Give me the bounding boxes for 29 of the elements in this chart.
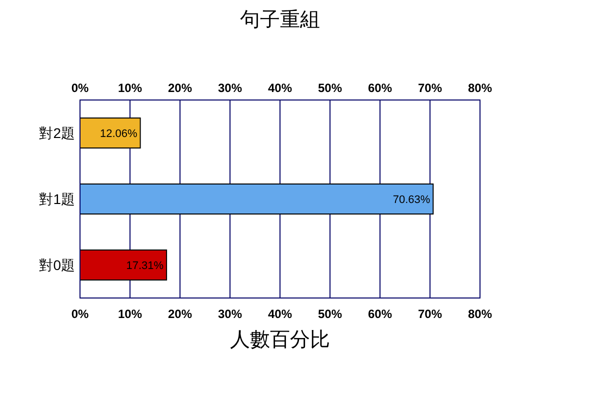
x2-tick-label: 70% xyxy=(418,307,442,321)
x-tick-label: 50% xyxy=(318,81,342,95)
x2-tick-label: 20% xyxy=(168,307,192,321)
x-tick-label: 0% xyxy=(71,81,89,95)
x2-tick-label: 60% xyxy=(368,307,392,321)
x2-tick-label: 80% xyxy=(468,307,492,321)
x-tick-label: 10% xyxy=(118,81,142,95)
y-tick-label: 對0題 xyxy=(39,257,75,273)
x2-tick-label: 40% xyxy=(268,307,292,321)
data-label: 12.06% xyxy=(100,128,138,140)
y-tick-label: 對1題 xyxy=(39,191,75,207)
x-tick-label: 40% xyxy=(268,81,292,95)
x-axis-title: 人數百分比 xyxy=(230,329,330,351)
x2-tick-label: 30% xyxy=(218,307,242,321)
data-label: 70.63% xyxy=(392,194,430,206)
x-tick-label: 70% xyxy=(418,81,442,95)
chart-title: 句子重組 xyxy=(240,9,320,31)
x2-tick-label: 10% xyxy=(118,307,142,321)
x-tick-label: 20% xyxy=(168,81,192,95)
bar xyxy=(80,118,141,148)
x2-tick-label: 0% xyxy=(71,307,89,321)
x-tick-label: 30% xyxy=(218,81,242,95)
bar xyxy=(80,250,168,280)
x-tick-label: 80% xyxy=(468,81,492,95)
x-tick-label: 60% xyxy=(368,81,392,95)
bar xyxy=(80,184,434,214)
y-tick-label: 對2題 xyxy=(39,125,75,141)
data-label: 17.31% xyxy=(126,260,164,272)
x2-tick-label: 50% xyxy=(318,307,342,321)
